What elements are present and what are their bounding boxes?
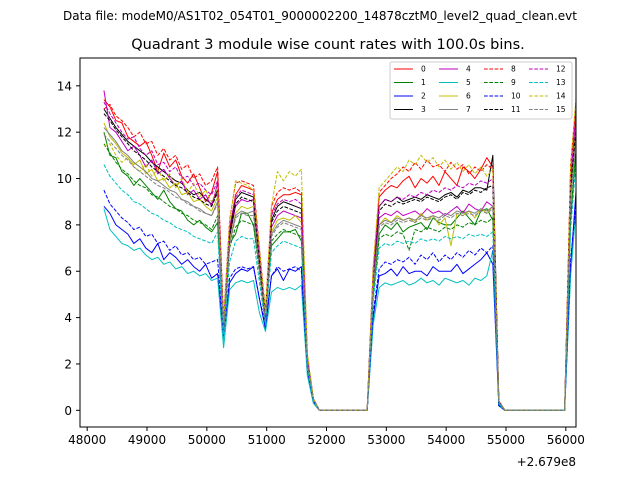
x-tick-label: 51000 bbox=[248, 433, 286, 447]
legend-label-11: 11 bbox=[511, 105, 521, 114]
series-line-11 bbox=[103, 113, 576, 411]
legend-label-7: 7 bbox=[466, 105, 471, 114]
series-line-12 bbox=[103, 101, 576, 411]
legend-label-12: 12 bbox=[556, 65, 566, 74]
legend-label-3: 3 bbox=[421, 105, 426, 114]
y-tick-label: 4 bbox=[64, 311, 72, 325]
series-line-13 bbox=[103, 156, 576, 411]
x-tick-label: 48000 bbox=[68, 433, 106, 447]
chart-title: Quadrant 3 module wise count rates with … bbox=[131, 37, 525, 53]
legend-label-0: 0 bbox=[421, 65, 426, 74]
plot-series bbox=[103, 90, 576, 411]
figure-suptitle: Data file: modeM0/AS1T02_054T01_90000022… bbox=[63, 9, 577, 23]
series-line-5 bbox=[103, 202, 576, 411]
y-tick-label: 10 bbox=[57, 172, 72, 186]
series-line-7 bbox=[103, 127, 576, 411]
legend-label-15: 15 bbox=[556, 105, 566, 114]
x-tick-label: 49000 bbox=[128, 433, 166, 447]
y-tick-label: 12 bbox=[57, 126, 72, 140]
x-tick-label: 52000 bbox=[307, 433, 345, 447]
series-line-10 bbox=[103, 189, 576, 411]
legend-label-2: 2 bbox=[421, 92, 426, 101]
series-line-1 bbox=[103, 132, 576, 411]
x-tick-label: 56000 bbox=[547, 433, 585, 447]
y-tick-label: 6 bbox=[64, 265, 72, 279]
legend-label-8: 8 bbox=[511, 65, 516, 74]
legend-label-10: 10 bbox=[511, 92, 521, 101]
legend-label-9: 9 bbox=[511, 78, 516, 87]
x-axis: 48000 49000 50000 51000 52000 53000 54000 55000… bbox=[68, 427, 585, 447]
legend-label-14: 14 bbox=[556, 92, 566, 101]
series-line-15 bbox=[103, 131, 576, 411]
x-tick-label: 55000 bbox=[487, 433, 525, 447]
y-tick-label: 2 bbox=[64, 357, 72, 371]
plot-frame bbox=[79, 57, 577, 428]
legend-label-4: 4 bbox=[466, 65, 471, 74]
legend-box bbox=[389, 61, 573, 120]
series-line-3 bbox=[103, 108, 576, 411]
y-tick-label: 14 bbox=[57, 79, 72, 93]
x-tick-label: 53000 bbox=[367, 433, 405, 447]
x-tick-label: 50000 bbox=[188, 433, 226, 447]
series-line-4 bbox=[103, 90, 576, 411]
y-tick-label: 0 bbox=[64, 404, 72, 418]
series-line-14 bbox=[103, 91, 576, 411]
legend-label-1: 1 bbox=[421, 78, 426, 87]
y-axis: 0 2 4 6 8 10 12 14 bbox=[57, 79, 80, 418]
series-line-2 bbox=[103, 184, 576, 411]
series-line-8 bbox=[103, 96, 576, 411]
x-tick-label: 54000 bbox=[427, 433, 465, 447]
legend-label-5: 5 bbox=[466, 78, 471, 87]
legend-label-6: 6 bbox=[466, 92, 471, 101]
x-offset-label: +2.679e8 bbox=[517, 455, 576, 469]
legend-label-13: 13 bbox=[556, 78, 566, 87]
y-tick-label: 8 bbox=[64, 218, 72, 232]
